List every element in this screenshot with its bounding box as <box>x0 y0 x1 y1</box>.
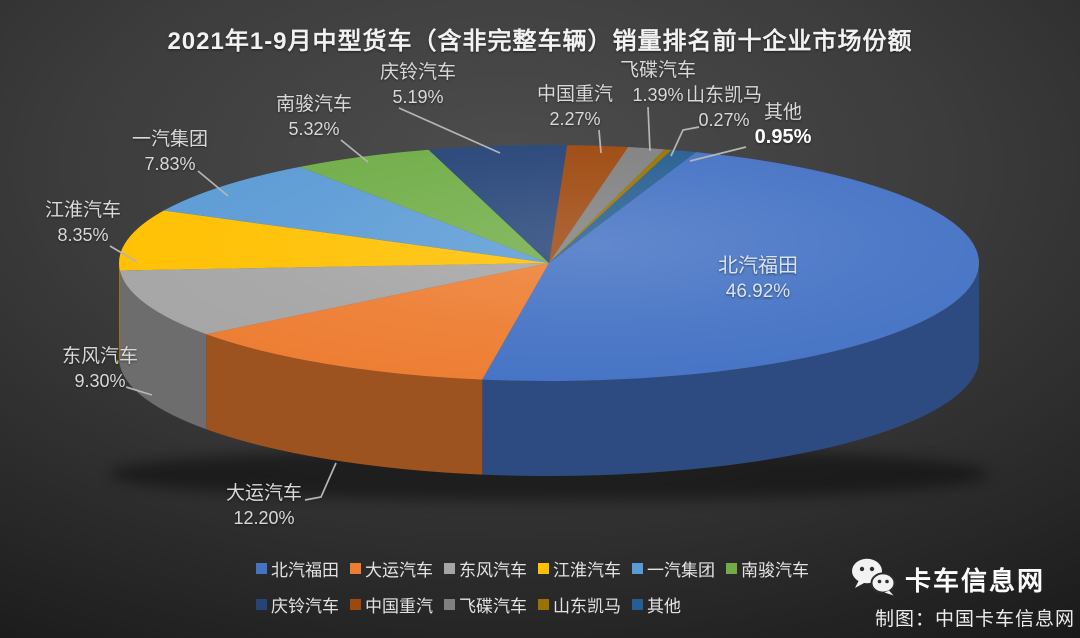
slice-label-value: 1.39% <box>632 85 684 105</box>
legend-label: 中国重汽 <box>365 597 433 616</box>
slice-label-name: 大运汽车 <box>225 483 303 504</box>
slice-label-name: 中国重汽 <box>536 84 614 105</box>
slice-label-5: 南骏汽车 5.32% <box>276 92 352 142</box>
slice-label-2: 东风汽车 9.30% <box>62 344 138 394</box>
slice-label-6: 庆铃汽车 5.19% <box>380 60 456 110</box>
slice-label-7: 中国重汽 2.27% <box>537 82 613 132</box>
legend-swatch <box>256 563 267 574</box>
slice-label-value: 0.95% <box>754 126 812 148</box>
legend-label: 一汽集团 <box>647 561 715 580</box>
slice-label-name: 庆铃汽车 <box>379 62 457 83</box>
legend-label: 南骏汽车 <box>741 561 809 580</box>
legend-item: 其他 <box>632 592 681 617</box>
legend-label: 山东凯马 <box>553 597 621 616</box>
legend-swatch <box>538 599 549 610</box>
leader-line-6 <box>398 107 501 154</box>
legend-label: 大运汽车 <box>365 561 433 580</box>
legend-swatch <box>350 599 361 610</box>
legend-item: 南骏汽车 <box>726 556 809 581</box>
slice-label-3: 江淮汽车 8.35% <box>45 198 121 248</box>
legend-row-1: 北汽福田 大运汽车 东风汽车 江淮汽车 一汽集团 南骏汽车 <box>256 556 809 581</box>
watermark: 卡车信息网 制图：中国卡车信息网 <box>850 558 1075 631</box>
slice-label-value: 8.35% <box>57 225 109 245</box>
legend-item: 飞碟汽车 <box>444 592 527 617</box>
leader-line-4 <box>197 170 229 197</box>
slice-label-value: 9.30% <box>74 371 126 391</box>
pie-slice-side-0 <box>482 263 979 476</box>
legend: 北汽福田 大运汽车 东风汽车 江淮汽车 一汽集团 南骏汽车 庆铃汽车 中国重汽 飞碟汽车 山东凯… <box>256 556 809 628</box>
slice-label-name: 一汽集团 <box>131 129 209 150</box>
legend-item: 江淮汽车 <box>538 556 621 581</box>
legend-swatch <box>444 599 455 610</box>
legend-label: 其他 <box>647 597 681 616</box>
slice-label-value: 0.27% <box>698 110 750 130</box>
slice-label-value: 46.92% <box>725 281 791 302</box>
slice-label-name: 南骏汽车 <box>275 94 353 115</box>
slice-label-value: 2.27% <box>549 109 601 129</box>
legend-item: 庆铃汽车 <box>256 592 339 617</box>
legend-label: 江淮汽车 <box>553 561 621 580</box>
wechat-icon <box>850 558 896 601</box>
slice-label-value: 5.19% <box>392 87 444 107</box>
leader-line-7 <box>598 129 602 154</box>
legend-item: 大运汽车 <box>350 556 433 581</box>
legend-item: 一汽集团 <box>632 556 715 581</box>
legend-swatch <box>350 563 361 574</box>
slice-label-8: 飞碟汽车 1.39% <box>620 58 696 108</box>
legend-label: 东风汽车 <box>459 561 527 580</box>
leader-line-5 <box>340 139 369 163</box>
leader-line-2 <box>125 386 153 396</box>
slice-label-value: 7.83% <box>144 154 196 174</box>
leader-line-8 <box>647 106 651 152</box>
legend-label: 飞碟汽车 <box>459 597 527 616</box>
leader-line-1 <box>304 462 337 501</box>
legend-swatch <box>632 599 643 610</box>
legend-label: 庆铃汽车 <box>271 597 339 616</box>
slice-label-name: 其他 <box>763 102 802 123</box>
legend-item: 北汽福田 <box>256 556 339 581</box>
slice-label-name: 山东凯马 <box>685 85 763 106</box>
legend-row-2: 庆铃汽车 中国重汽 飞碟汽车 山东凯马 其他 <box>256 592 809 617</box>
credit-text: 制图：中国卡车信息网 <box>874 609 1075 630</box>
slice-label-name: 北汽福田 <box>718 255 798 277</box>
slice-label-value: 5.32% <box>288 119 340 139</box>
slice-label-9: 山东凯马 0.27% <box>686 83 762 133</box>
slice-label-value: 12.20% <box>233 508 295 528</box>
leader-line-3 <box>109 245 138 263</box>
slice-label-name: 东风汽车 <box>61 346 139 367</box>
slice-label-4: 一汽集团 7.83% <box>132 127 208 177</box>
slice-label-name: 江淮汽车 <box>44 200 122 221</box>
slice-label-10: 其他 0.95% <box>755 100 812 150</box>
legend-item: 山东凯马 <box>538 592 621 617</box>
brand-name: 卡车信息网 <box>904 566 1045 596</box>
legend-swatch <box>538 563 549 574</box>
legend-swatch <box>726 563 737 574</box>
legend-item: 中国重汽 <box>350 592 433 617</box>
chart-title: 2021年1-9月中型货车（含非完整车辆）销量排名前十企业市场份额 <box>167 28 913 55</box>
leader-line-10 <box>689 146 747 162</box>
leader-line-9 <box>670 126 700 157</box>
slice-label-name: 飞碟汽车 <box>619 60 697 81</box>
legend-swatch <box>444 563 455 574</box>
slice-label-1: 大运汽车 12.20% <box>226 481 302 531</box>
legend-label: 北汽福田 <box>271 561 339 580</box>
legend-swatch <box>632 563 643 574</box>
legend-item: 东风汽车 <box>444 556 527 581</box>
legend-swatch <box>256 599 267 610</box>
slice-label-0: 北汽福田 46.92% <box>718 254 798 304</box>
